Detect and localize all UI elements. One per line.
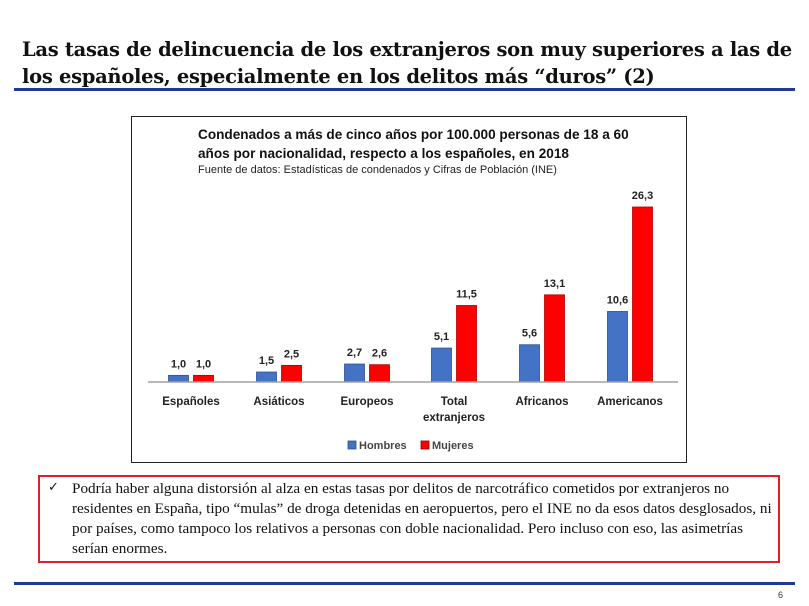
bar-mujeres-3 — [456, 305, 477, 383]
note-box — [38, 475, 780, 563]
category-label: Españoles — [162, 396, 220, 408]
top-divider — [14, 88, 795, 91]
bar-mujeres-0 — [193, 374, 214, 383]
legend-swatch-mujeres — [420, 440, 430, 450]
chart-subtitle: Fuente de datos: Estadísticas de condena… — [198, 164, 557, 176]
legend: Hombres Mujeres — [347, 440, 474, 452]
data-label: 11,5 — [456, 288, 477, 300]
legend-label-mujeres: Mujeres — [432, 440, 474, 452]
data-label: 26,3 — [632, 190, 653, 202]
category-label: Americanos — [597, 396, 663, 408]
chart-title: Condenados a más de cinco años por 100.0… — [198, 125, 629, 163]
category-label: Asiáticos — [253, 396, 304, 408]
bar-hombres-4 — [519, 344, 540, 383]
category-label: Europeos — [340, 396, 393, 408]
slide-title: Las tasas de delincuencia de los extranj… — [22, 38, 792, 88]
data-label: 13,1 — [544, 278, 565, 290]
data-label: 2,6 — [372, 348, 387, 360]
bar-hombres-0 — [168, 374, 189, 383]
bar-mujeres-1 — [281, 364, 302, 383]
data-label: 1,5 — [259, 355, 274, 367]
bottom-divider — [14, 582, 795, 585]
bar-hombres-1 — [256, 371, 277, 383]
data-label: 5,1 — [434, 331, 449, 343]
bar-hombres-2 — [344, 363, 365, 383]
data-label: 5,6 — [522, 328, 537, 340]
legend-swatch-hombres — [347, 440, 357, 450]
checkmark-icon: ✓ — [48, 480, 59, 495]
data-label: 2,7 — [347, 347, 362, 359]
data-label: 1,0 — [196, 358, 211, 370]
bar-hombres-5 — [607, 311, 628, 383]
data-label: 10,6 — [607, 294, 628, 306]
chart-title-line-1: Condenados a más de cinco años por 100.0… — [198, 127, 629, 142]
category-label: Africanos — [515, 396, 568, 408]
note-text: Podría haber alguna distorsión al alza e… — [72, 480, 772, 557]
data-label: 2,5 — [284, 348, 299, 360]
legend-label-hombres: Hombres — [359, 440, 407, 452]
bar-mujeres-4 — [544, 294, 565, 383]
category-label: extranjeros — [423, 412, 485, 424]
bar-hombres-3 — [431, 347, 452, 383]
bars-group — [168, 206, 653, 383]
chart-frame — [131, 116, 687, 463]
bar-mujeres-5 — [632, 206, 653, 383]
page-number: 6 — [777, 590, 783, 600]
category-label: Total — [441, 396, 468, 408]
chart-title-line-2: años por nacionalidad, respecto a los es… — [198, 146, 569, 161]
labels-group: 1,0 1,0 Españoles 1,5 2,5 Asiáticos 2,7 2,6 Euro… — [162, 190, 663, 424]
bar-mujeres-2 — [369, 364, 390, 383]
data-label: 1,0 — [171, 358, 186, 370]
